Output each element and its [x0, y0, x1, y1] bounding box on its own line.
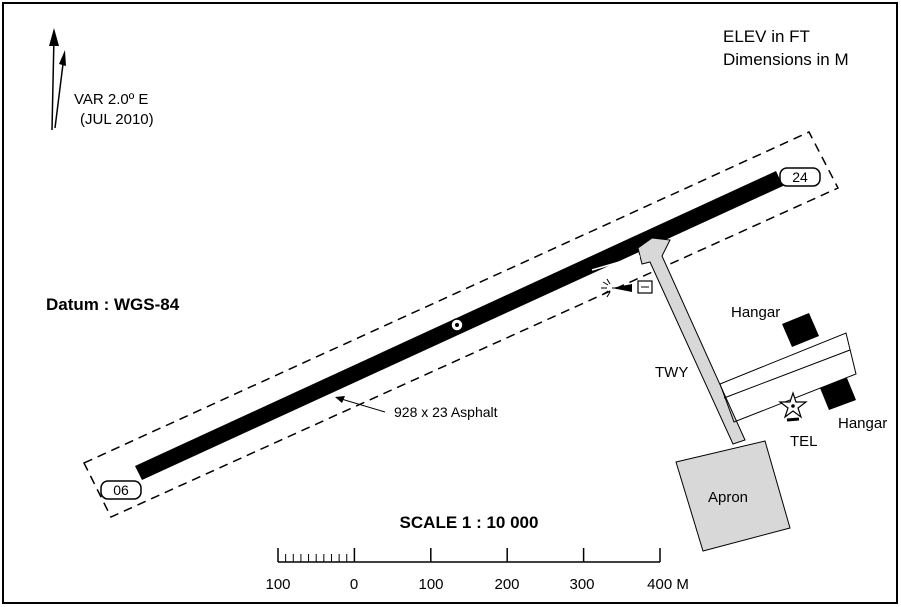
building-area-divider: [723, 349, 851, 399]
dimension-note: Dimensions in M: [723, 50, 849, 69]
scale-labels: 100 0 100 200 300 400 M: [265, 576, 688, 593]
aerodrome-reference-point-icon: [450, 318, 464, 332]
taxiway-label: TWY: [655, 364, 688, 381]
threshold-06-label: 06: [113, 482, 129, 498]
north-arrow-icon: [49, 28, 59, 131]
scale-tick-label: 200: [494, 576, 519, 593]
threshold-24-box: 24: [779, 167, 821, 187]
elevation-note: ELEV in FT: [723, 27, 810, 46]
apron: [675, 440, 791, 552]
threshold-06-box: 06: [100, 480, 142, 500]
windsock-icon: [612, 280, 653, 294]
scale-tick-label: 400 M: [647, 576, 689, 593]
scale-tick-label: 300: [569, 576, 594, 593]
scale-title: SCALE 1 : 10 000: [400, 513, 539, 532]
telephone-label: TEL: [790, 433, 818, 450]
magnetic-north-arrow-icon: [54, 50, 66, 129]
hangar-east: [820, 378, 856, 410]
runway-dimension-leader: [335, 396, 386, 413]
holding-line: [591, 255, 641, 271]
hangar-north-label: Hangar: [731, 304, 780, 321]
datum-label: Datum : WGS-84: [46, 295, 180, 314]
hangar-north: [782, 313, 819, 347]
variation-label: VAR 2.0º E: [74, 91, 148, 108]
hangar-east-label: Hangar: [838, 415, 887, 432]
threshold-24-label: 24: [792, 169, 808, 185]
taxiway: [637, 237, 746, 445]
scale-tick-label: 0: [350, 576, 358, 593]
scale-tick-label: 100: [265, 576, 290, 593]
runway-dimension-label: 928 x 23 Asphalt: [394, 404, 498, 420]
runway-strip: [82, 131, 840, 518]
apron-label: Apron: [708, 489, 748, 506]
scale-bar: [277, 548, 661, 563]
building-area: [719, 332, 857, 423]
signal-light-icon: [601, 278, 611, 298]
scale-tick-label: 100: [418, 576, 443, 593]
aerodrome-beacon-icon: [778, 391, 808, 422]
variation-date: (JUL 2010): [80, 111, 154, 128]
